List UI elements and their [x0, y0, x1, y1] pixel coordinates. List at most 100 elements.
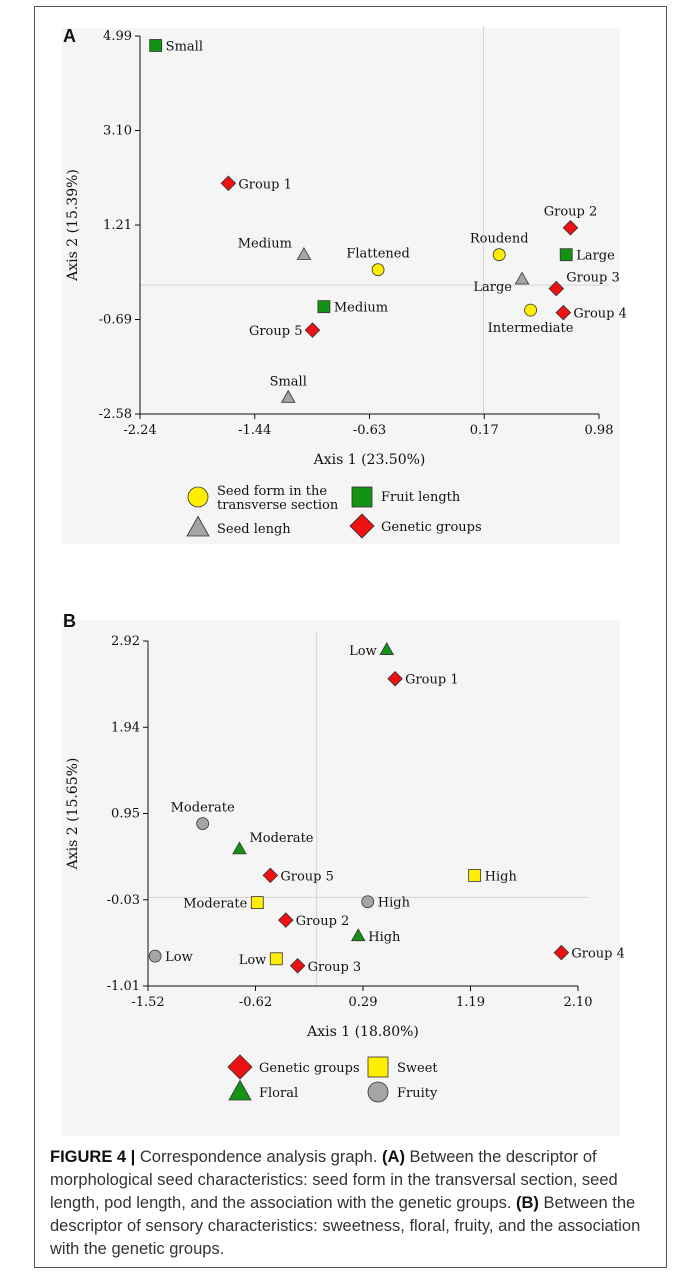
data-point-sweet-low: [269, 952, 283, 966]
data-point-genetic-groups-group-3: [548, 280, 565, 297]
data-point-genetic-groups-group-4: [555, 304, 572, 321]
data-point-genetic-groups-group-3: [289, 958, 306, 974]
data-label-fruity-low: Low: [165, 950, 193, 965]
data-point-fruity-low: [148, 949, 162, 963]
caption-title: Correspondence analysis graph.: [135, 1148, 383, 1166]
y-tick-label-a: 3.10: [103, 124, 132, 139]
data-label-floral-high: High: [368, 930, 401, 945]
data-label-genetic-groups-group-4: Group 4: [573, 307, 627, 322]
legend-marker-genetic-groups: [349, 513, 375, 539]
legend-label-sweet: Sweet: [397, 1061, 438, 1076]
data-label-genetic-groups-group-5: Group 5: [249, 324, 303, 339]
y-tick-label-a: 4.99: [103, 29, 132, 44]
data-label-fruit-length-large: Large: [576, 249, 615, 264]
legend-label-fruit-length: Fruit length: [381, 490, 461, 505]
x-tick-label-a: -1.44: [238, 423, 271, 438]
legend-label-seed-form-in-the-transverse-section: Seed form in the transverse section: [217, 484, 339, 513]
data-point-genetic-groups-group-1: [387, 670, 403, 687]
x-tick-label-b: 2.10: [564, 995, 593, 1010]
data-label-genetic-groups-group-4: Group 4: [571, 947, 625, 962]
data-point-seed-lengh-large: [514, 271, 530, 285]
data-label-genetic-groups-group-2: Group 2: [544, 205, 598, 220]
data-point-floral-low: [379, 642, 395, 655]
data-label-seed-form-in-the-transverse-section-intermediate: Intermediate: [488, 321, 574, 336]
data-label-fruit-length-medium: Medium: [334, 301, 388, 316]
data-label-fruity-moderate: Moderate: [171, 801, 235, 816]
y-tick-label-a: -2.58: [99, 407, 132, 422]
data-label-seed-form-in-the-transverse-section-flattened: Flattened: [346, 247, 409, 262]
x-tick-label-a: -0.63: [353, 423, 386, 438]
data-point-fruit-length-small: [149, 39, 163, 52]
caption-a-text: Between the descriptor of morphological …: [50, 1148, 618, 1212]
data-label-genetic-groups-group-3: Group 3: [566, 271, 620, 286]
legend-marker-fruit-length: [351, 486, 373, 508]
legend-marker-genetic-groups: [227, 1054, 253, 1080]
panel-label-b: B: [63, 611, 76, 631]
legend-label-genetic-groups: Genetic groups: [381, 520, 482, 535]
legend-label-fruity: Fruity: [397, 1086, 438, 1101]
caption-b-text: Between the descriptor of sensory charac…: [50, 1194, 641, 1258]
data-point-fruit-length-large: [559, 248, 573, 262]
data-point-genetic-groups-group-2: [278, 912, 294, 928]
x-tick-label-a: -2.24: [123, 423, 156, 438]
legend-marker-seed-form-in-the-transverse-section: [187, 486, 209, 508]
panel-label-a: A: [63, 26, 76, 46]
legend-marker-seed-lengh: [186, 515, 210, 537]
x-axis-title-a: Axis 1 (23.50%): [313, 452, 426, 468]
data-point-fruit-length-medium: [317, 300, 331, 314]
data-point-seed-lengh-small: [280, 389, 296, 403]
panel-b-background: [62, 620, 620, 1136]
data-label-seed-form-in-the-transverse-section-roudend: Roudend: [470, 232, 529, 247]
data-label-genetic-groups-group-1: Group 1: [405, 673, 459, 688]
data-point-genetic-groups-group-5: [304, 322, 321, 338]
data-label-seed-lengh-small: Small: [270, 375, 307, 390]
panel-a-background: [62, 28, 620, 544]
data-point-genetic-groups-group-2: [562, 219, 579, 236]
data-label-fruit-length-small: Small: [166, 39, 203, 54]
y-tick-label-b: -0.03: [107, 893, 140, 908]
legend-marker-sweet: [367, 1056, 389, 1078]
chart-panel-a: A -2.24 -1.44 -0.63 0.17 0.98 -2.58 -0.69 1.21 3.…: [63, 26, 627, 539]
data-point-fruity-moderate: [196, 817, 210, 830]
data-point-fruity-high: [361, 895, 375, 909]
x-tick-label-b: 1.19: [456, 995, 485, 1010]
data-point-genetic-groups-group-4: [553, 944, 570, 961]
y-tick-label-b: 1.94: [111, 720, 140, 735]
figure-caption: FIGURE 4 | Correspondence analysis graph…: [50, 1146, 655, 1261]
data-point-floral-moderate: [232, 841, 247, 855]
x-tick-label-b: -1.52: [131, 995, 164, 1010]
chart-panel-b: B -1.52 -0.62 0.29 1.19 2.10 -1.01 -0.03 0.95 1.9…: [63, 611, 625, 1103]
x-tick-label-a: 0.17: [470, 423, 499, 438]
caption-a-label: (A): [382, 1148, 405, 1166]
data-label-seed-lengh-medium: Medium: [238, 237, 292, 252]
x-axis-title-b: Axis 1 (18.80%): [306, 1024, 419, 1040]
x-tick-label-b: -0.62: [239, 995, 272, 1010]
y-axis-title-b: Axis 2 (15.65%): [65, 758, 81, 871]
data-point-floral-high: [350, 928, 366, 942]
data-label-genetic-groups-group-3: Group 3: [308, 960, 362, 975]
y-tick-label-a: -0.69: [99, 313, 132, 328]
data-label-sweet-low: Low: [239, 953, 267, 968]
y-axis-title-a: Axis 2 (15.39%): [65, 169, 81, 282]
data-label-genetic-groups-group-2: Group 2: [296, 914, 350, 929]
data-point-sweet-high: [468, 868, 482, 882]
y-tick-label-b: 0.95: [111, 807, 140, 822]
data-point-genetic-groups-group-5: [262, 867, 279, 884]
data-point-seed-form-in-the-transverse-section-flattened: [371, 263, 385, 277]
data-label-fruity-high: High: [378, 896, 411, 911]
data-label-sweet-moderate: Moderate: [183, 897, 247, 912]
x-tick-label-a: 0.98: [585, 423, 614, 438]
legend-marker-floral: [228, 1079, 252, 1101]
data-point-seed-lengh-medium: [296, 246, 312, 260]
data-label-genetic-groups-group-1: Group 1: [238, 177, 292, 192]
x-tick-label-b: 0.29: [349, 995, 378, 1010]
caption-b-label: (B): [516, 1194, 539, 1212]
data-label-sweet-high: High: [485, 869, 518, 884]
data-point-sweet-moderate: [250, 896, 264, 910]
legend-label-genetic-groups: Genetic groups: [259, 1061, 360, 1076]
data-label-floral-low: Low: [349, 644, 377, 659]
legend-label-seed-lengh: Seed lengh: [217, 522, 291, 537]
data-point-genetic-groups-group-1: [220, 175, 237, 192]
y-tick-label-b: -1.01: [107, 979, 140, 994]
data-label-floral-moderate: Moderate: [249, 831, 313, 846]
